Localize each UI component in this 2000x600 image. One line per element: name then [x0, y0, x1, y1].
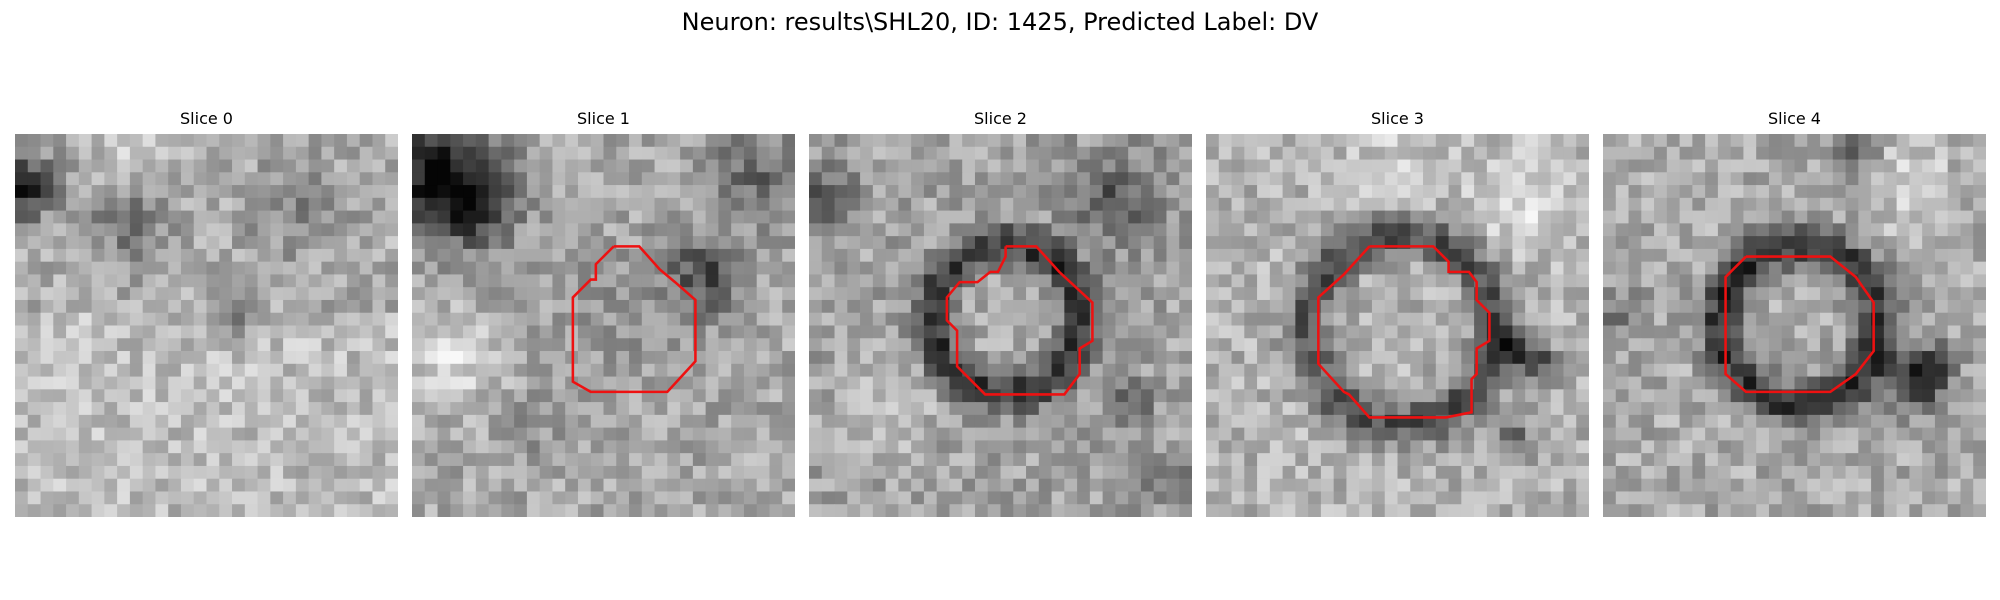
slice-image-1 — [412, 134, 795, 517]
roi-contour-1 — [571, 245, 697, 394]
slice-title-2: Slice 2 — [974, 109, 1027, 128]
slice-image-2 — [809, 134, 1192, 517]
roi-contour-3 — [1317, 245, 1491, 419]
roi-contour-2 — [945, 245, 1094, 396]
slice-image-3 — [1206, 134, 1589, 517]
slice-panel-3: Slice 3 — [1206, 108, 1589, 517]
slice-panel-4: Slice 4 — [1603, 108, 1986, 517]
slice-panel-2: Slice 2 — [809, 108, 1192, 517]
slice-title-3: Slice 3 — [1371, 109, 1424, 128]
figure-title: Neuron: results\SHL20, ID: 1425, Predict… — [681, 8, 1319, 36]
slice-image-0 — [15, 134, 398, 517]
slice-title-4: Slice 4 — [1768, 109, 1821, 128]
slice-title-0: Slice 0 — [180, 109, 233, 128]
slice-panel-0: Slice 0 — [15, 108, 398, 517]
roi-contour-4 — [1724, 255, 1875, 394]
slice-panel-1: Slice 1 — [412, 108, 795, 517]
slice-title-1: Slice 1 — [577, 109, 630, 128]
slice-image-4 — [1603, 134, 1986, 517]
